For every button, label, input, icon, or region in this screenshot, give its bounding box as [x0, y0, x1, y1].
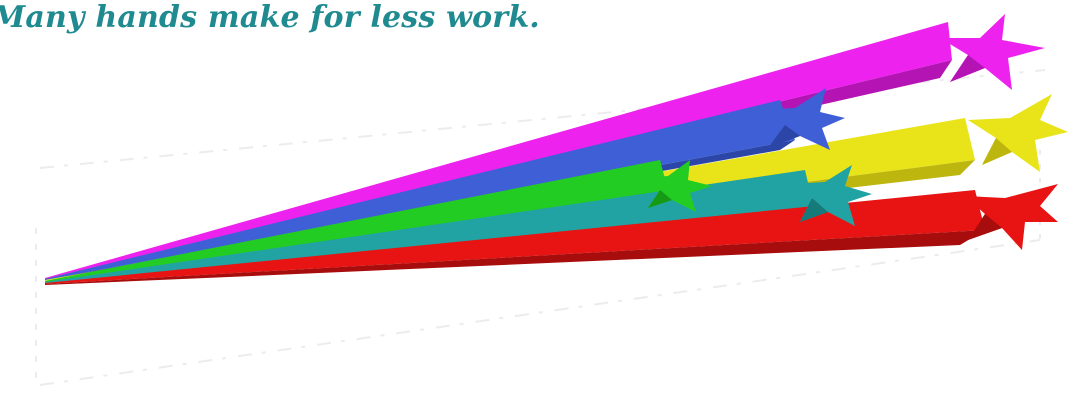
star-teal-icon: [790, 165, 872, 226]
star-magenta-icon: [940, 14, 1045, 90]
trail-red: [45, 190, 985, 285]
star-yellow-icon: [968, 94, 1068, 172]
star-blue-icon: [760, 88, 845, 150]
star-red-icon: [965, 184, 1058, 250]
headline-text: Many hands make for less work.: [0, 0, 540, 35]
star-green-icon: [640, 160, 712, 212]
